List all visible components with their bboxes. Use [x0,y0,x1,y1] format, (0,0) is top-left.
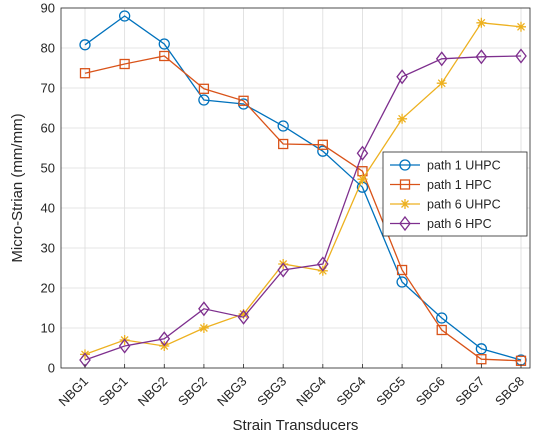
x-tick-label: NBG2 [135,374,171,410]
data-point-square [476,354,487,365]
y-tick-label: 30 [41,241,55,256]
x-axis-ticks: NBG1 SBG1 NBG2 SBG2 NBG3 SBG3 NBG4 SBG4 SBG5 SBG6… [55,364,527,409]
plot-frame [60,7,531,369]
data-point-diamond [435,51,448,67]
y-axis-ticks: 0 10 20 30 40 50 60 70 80 90 [41,1,55,376]
data-point-square [119,58,130,70]
legend-label: path 6 UHPC [427,198,501,212]
legend-box [382,151,528,237]
data-point-circle [198,94,210,106]
data-point-diamond [475,49,488,65]
y-tick-label: 60 [41,121,55,136]
legend-item: path 6 UHPC [390,198,501,212]
y-tick-label: 50 [41,161,55,176]
x-tick-label: SBG6 [413,374,448,409]
data-point-diamond [198,301,210,317]
series-line [84,55,522,362]
series-line [84,55,522,361]
data-point-asterisk [436,78,447,89]
data-point-asterisk [357,174,368,185]
x-axis-title: Strain Transducers [233,417,359,434]
data-point-square [317,139,328,150]
x-tick-label: SBG4 [333,374,368,409]
series-layer [79,10,527,368]
y-tick-label: 70 [41,81,55,96]
data-point-circle [399,159,411,171]
x-tick-label: SBG7 [452,374,487,409]
data-point-square [238,95,249,106]
data-point-square [79,68,91,79]
data-point-square [399,179,411,190]
data-point-square [198,83,210,94]
data-point-diamond [396,69,408,85]
legend-label: path 6 HPC [427,217,492,231]
data-point-circle [118,10,131,22]
legend: path 1 UHPC path 1 HPC path 6 UHPC path 6 H… [382,151,528,237]
x-tick-label: SBG8 [492,374,527,409]
data-point-square [396,264,408,276]
data-point-diamond [316,256,329,272]
legend-label: path 1 HPC [427,178,492,192]
data-point-square [159,50,170,62]
data-point-circle [317,145,329,157]
data-point-diamond [356,145,369,161]
data-point-circle [396,276,408,288]
x-tick-label: SBG1 [96,374,131,409]
series-path-6-hpc [79,48,527,368]
x-tick-label: NBG4 [293,374,329,410]
y-tick-label: 10 [41,321,55,336]
y-tick-label: 90 [41,1,55,16]
data-point-diamond [237,309,250,325]
data-point-asterisk [516,21,526,32]
y-tick-label: 80 [41,41,55,56]
data-point-circle [277,120,289,132]
data-point-circle [436,312,448,324]
series-line [84,15,522,361]
data-point-diamond [158,331,171,347]
series-path-1-hpc [79,50,527,366]
data-point-diamond [277,262,290,278]
data-point-asterisk [397,113,408,124]
data-point-circle [158,38,170,50]
data-point-diamond [515,48,527,64]
data-point-diamond [118,338,131,354]
y-axis-title: Micro-Strian (mm/mm) [9,113,26,262]
data-point-circle [475,343,488,355]
legend-item: path 1 HPC [390,178,492,192]
x-tick-label: NBG3 [214,374,250,410]
legend-label: path 1 UHPC [427,159,501,173]
data-point-asterisk [400,199,410,209]
x-tick-label: SBG5 [373,374,408,409]
y-tick-label: 0 [48,361,55,376]
data-point-asterisk [476,17,487,28]
data-point-asterisk [198,323,209,333]
data-point-square [436,324,447,336]
data-point-asterisk [238,309,249,319]
data-point-diamond [399,215,411,232]
legend-item: path 1 UHPC [390,159,501,173]
y-tick-label: 20 [41,281,55,296]
x-tick-label: SBG2 [175,374,210,409]
y-tick-label: 40 [41,201,55,216]
data-point-square [278,138,289,150]
x-tick-label: NBG1 [55,374,91,410]
x-tick-label: SBG3 [254,374,289,409]
data-point-circle [79,39,91,51]
legend-item: path 6 HPC [390,215,492,232]
